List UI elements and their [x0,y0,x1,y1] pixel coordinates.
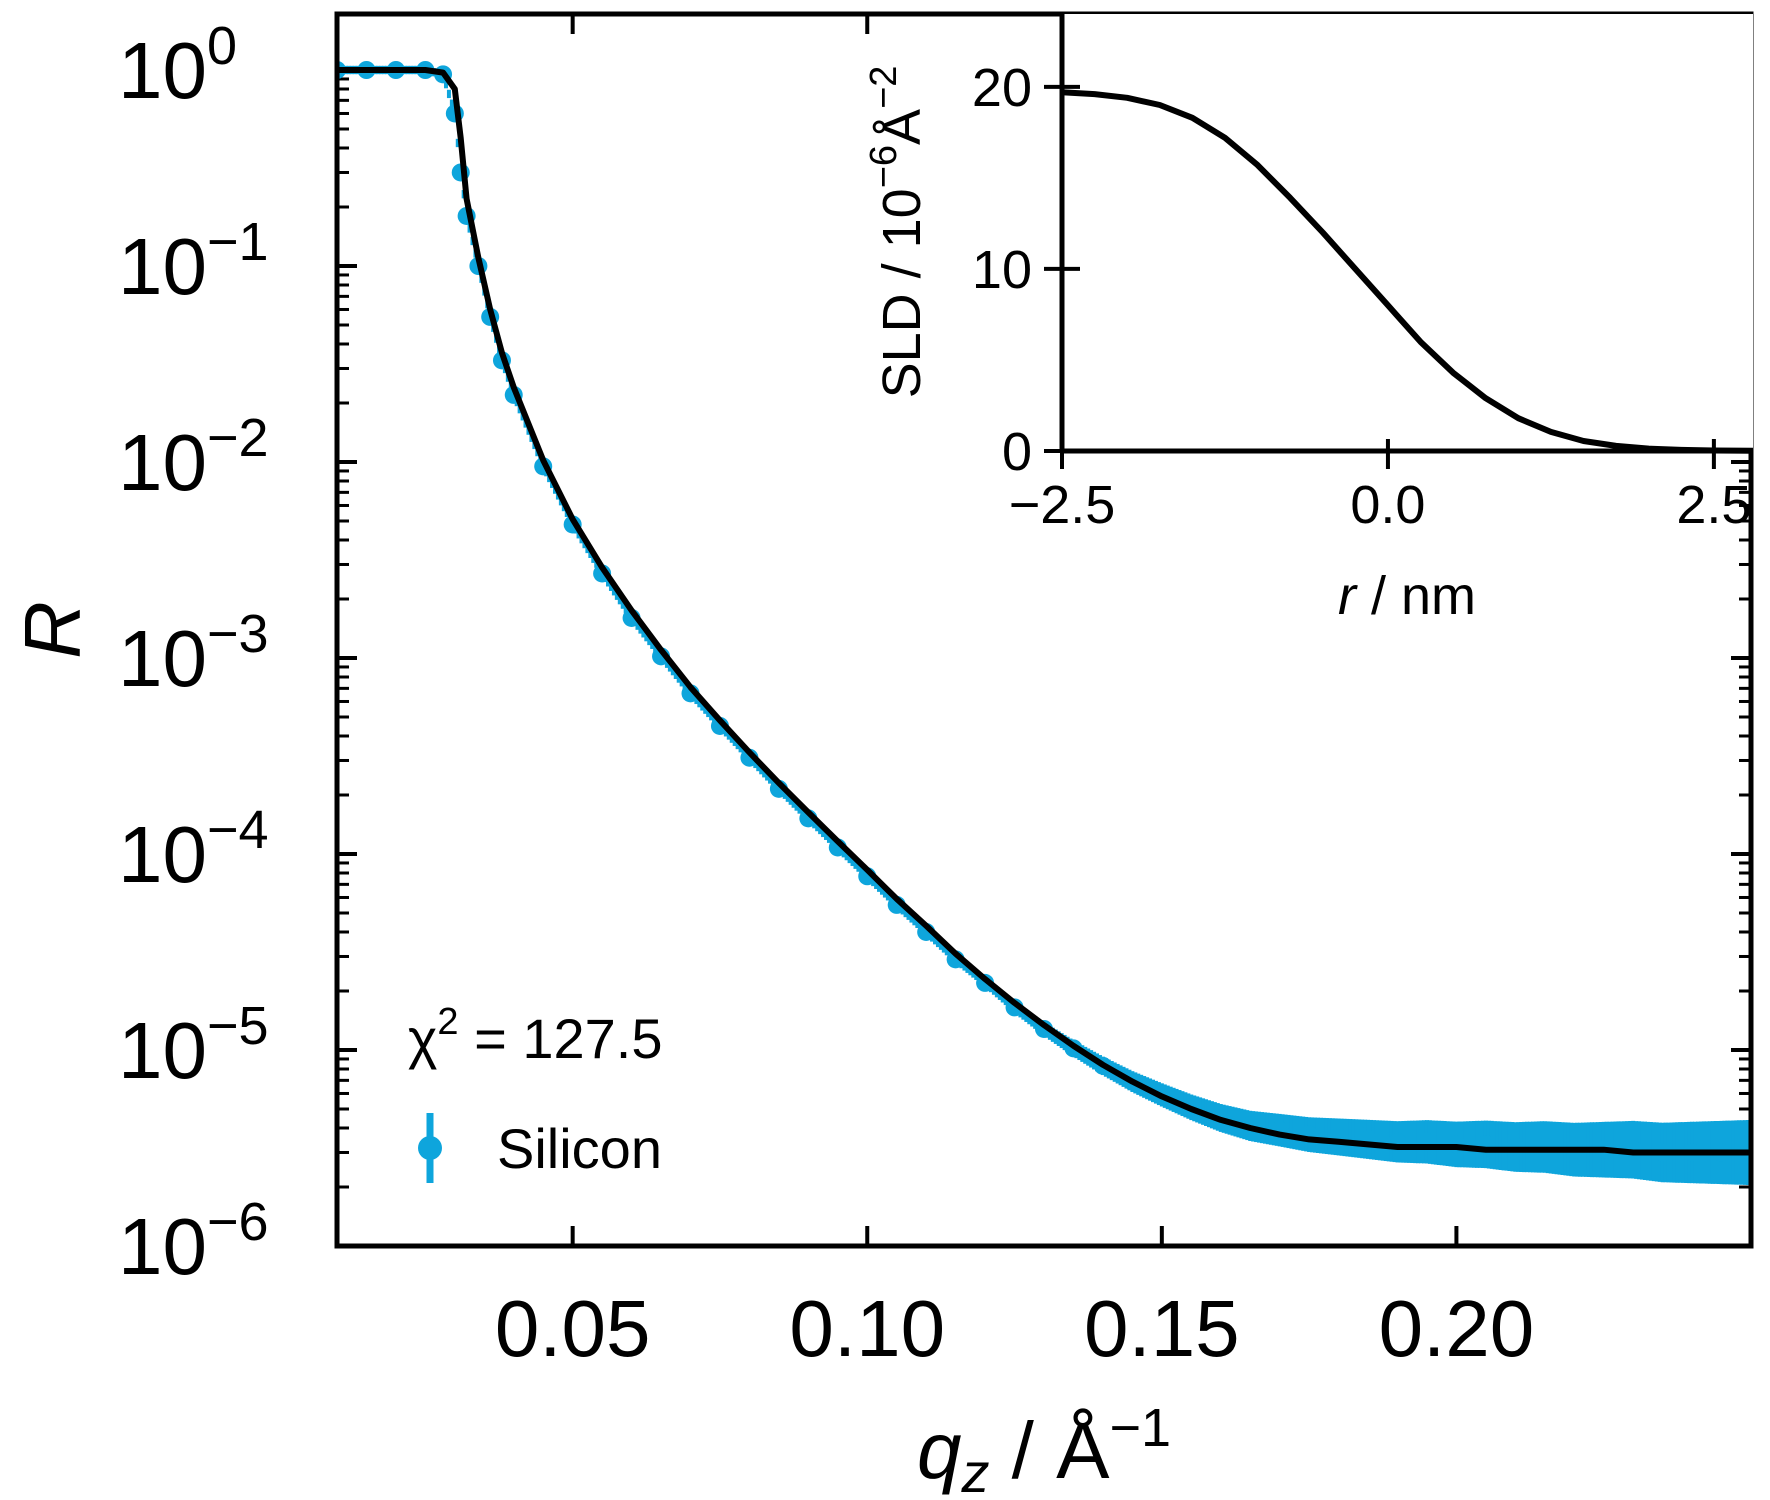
inset-y-tick-label: 20 [972,58,1032,118]
main-plot-series [337,61,1751,1186]
main-plot-area [337,61,1751,1186]
x-tick-label: 0.20 [1379,1284,1535,1373]
inset-x-tick-label: −2.5 [1009,475,1116,535]
y-tick-label: 10−4 [118,800,269,899]
inset-tick-labels: −2.5 0.0 2.5 0 10 20 [972,58,1752,535]
legend-point-marker [418,1136,442,1160]
inset-background [1062,14,1753,451]
main-x-axis-title: qz / Å−1 [917,1398,1171,1500]
chi-squared-annotation: χ2 = 127.5 [408,1001,663,1070]
inset-y-tick-label: 0 [1002,422,1032,482]
y-tick-label: 100 [118,16,237,115]
sld-profile-line [1061,89,1754,454]
legend: Silicon [418,1113,662,1183]
y-tick-label: 10−6 [118,1192,269,1291]
y-tick-label: 10−3 [118,604,269,703]
inset-y-axis-title: SLD / 10−6Å−2 [863,66,932,399]
y-tick-label: 10−5 [118,996,269,1095]
x-tick-label: 0.15 [1084,1284,1240,1373]
fit-line [337,67,1751,1156]
inset-y-tick-label: 10 [972,240,1032,300]
inset-x-axis-title: r / nm [1338,566,1476,626]
x-tick-label: 0.10 [789,1284,945,1373]
inset-plot-series [1061,89,1754,454]
x-tick-label: 0.05 [495,1284,651,1373]
y-tick-label: 10−2 [118,408,269,507]
main-y-axis-title: R [8,601,97,659]
legend-label-silicon: Silicon [497,1117,662,1180]
y-tick-label: 10−1 [118,212,269,311]
main-tick-labels: 0.05 0.10 0.15 0.2010010−110−210−310−410−51… [118,16,1534,1373]
inset-x-tick-label: 0.0 [1350,475,1425,535]
main-plot-frame [334,11,1754,1249]
inset-x-tick-label: 2.5 [1676,475,1751,535]
